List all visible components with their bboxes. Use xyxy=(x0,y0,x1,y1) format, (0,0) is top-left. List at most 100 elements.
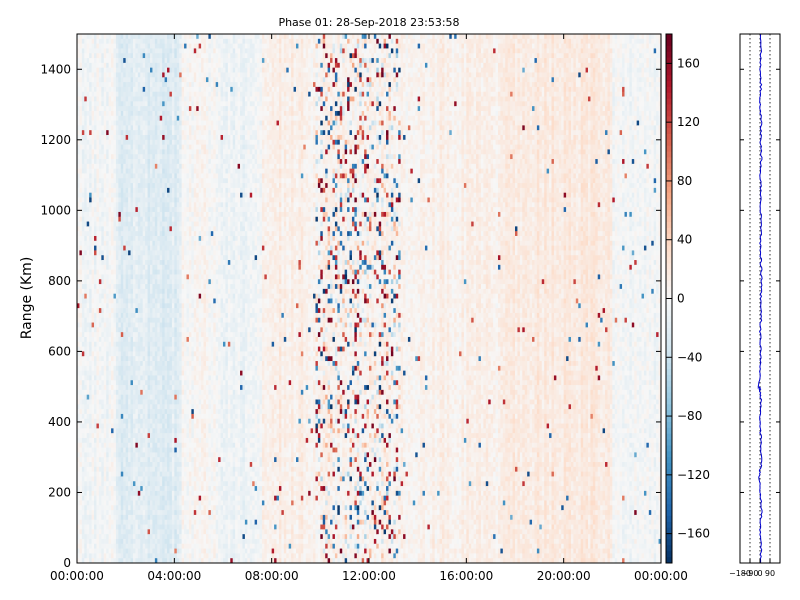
heatmap-cell xyxy=(167,250,170,255)
heatmap-cell xyxy=(79,231,82,236)
heatmap-cell xyxy=(116,399,119,404)
heatmap-cell xyxy=(165,106,168,111)
heatmap-cell xyxy=(126,337,129,342)
heatmap-cell xyxy=(138,534,141,539)
heatmap-cell xyxy=(126,111,129,116)
heatmap-cell xyxy=(143,101,146,106)
heatmap-cell xyxy=(165,173,168,178)
heatmap-cell xyxy=(133,428,136,433)
heatmap-cell xyxy=(152,327,155,332)
heatmap-cell xyxy=(148,207,151,212)
heatmap-cell xyxy=(143,491,146,496)
heatmap-cell xyxy=(114,505,117,510)
heatmap-cell xyxy=(157,299,160,304)
heatmap-cell xyxy=(84,222,87,227)
heatmap-cell xyxy=(133,207,136,212)
heatmap-cell xyxy=(135,135,138,140)
heatmap-cell xyxy=(87,356,90,361)
heatmap-cell xyxy=(96,217,99,222)
heatmap-cell xyxy=(167,212,170,217)
heatmap-cell xyxy=(123,356,126,361)
heatmap-cell xyxy=(128,525,131,530)
heatmap-cell xyxy=(111,58,114,63)
heatmap-cell xyxy=(99,327,102,332)
heatmap-cell xyxy=(89,39,92,44)
heatmap-cell xyxy=(179,361,182,366)
heatmap-cell xyxy=(84,361,87,366)
heatmap-cell xyxy=(165,409,168,414)
heatmap-cell xyxy=(140,173,143,178)
heatmap-cell xyxy=(114,525,117,530)
heatmap-cell xyxy=(145,250,148,255)
heatmap-cell xyxy=(155,428,158,433)
heatmap-cell xyxy=(118,58,121,63)
heatmap-cell xyxy=(87,97,90,102)
heatmap-cell xyxy=(106,428,109,433)
heatmap-cell xyxy=(140,260,143,265)
heatmap-cell xyxy=(87,255,90,260)
heatmap-cell xyxy=(135,356,138,361)
heatmap-cell xyxy=(106,82,109,87)
heatmap-cell xyxy=(89,135,92,140)
heatmap-cell xyxy=(126,130,129,135)
heatmap-cell xyxy=(169,371,172,376)
heatmap-cell xyxy=(118,72,121,77)
heatmap-cell xyxy=(167,116,170,121)
heatmap-cell xyxy=(177,53,180,58)
heatmap-cell xyxy=(82,414,85,419)
heatmap-cell xyxy=(128,226,131,231)
heatmap-cell xyxy=(162,193,165,198)
heatmap-cell xyxy=(145,111,148,116)
heatmap-cell xyxy=(135,323,138,328)
heatmap-cell xyxy=(126,173,129,178)
heatmap-cell xyxy=(126,53,129,58)
heatmap-cell xyxy=(145,101,148,106)
heatmap-cell xyxy=(104,294,107,299)
heatmap-cell xyxy=(143,198,146,203)
heatmap-cell xyxy=(152,318,155,323)
heatmap-cell xyxy=(109,399,112,404)
heatmap-cell xyxy=(106,63,109,68)
heatmap-cell xyxy=(109,270,112,275)
heatmap-cell xyxy=(131,164,134,169)
heatmap-cell xyxy=(101,347,104,352)
heatmap-cell xyxy=(104,111,107,116)
heatmap-cell xyxy=(133,491,136,496)
heatmap-cell xyxy=(148,337,151,342)
heatmap-cell xyxy=(92,342,95,347)
heatmap-cell xyxy=(143,515,146,520)
heatmap-cell xyxy=(160,202,163,207)
heatmap-cell xyxy=(152,443,155,448)
heatmap-cell xyxy=(172,53,175,58)
heatmap-cell xyxy=(184,515,187,520)
heatmap-cell xyxy=(150,284,153,289)
heatmap-cell xyxy=(104,520,107,525)
heatmap-cell xyxy=(184,169,187,174)
heatmap-cell xyxy=(106,236,109,241)
heatmap-cell xyxy=(182,476,185,481)
heatmap-cell xyxy=(121,544,124,549)
heatmap-cell xyxy=(177,246,180,251)
heatmap-cell xyxy=(106,68,109,73)
heatmap-cell xyxy=(160,472,163,477)
heatmap-cell xyxy=(152,409,155,414)
heatmap-cell xyxy=(106,448,109,453)
heatmap-cell xyxy=(169,433,172,438)
heatmap-cell xyxy=(162,154,165,159)
heatmap-cell xyxy=(89,44,92,49)
heatmap-cell xyxy=(138,544,141,549)
heatmap-cell xyxy=(148,250,151,255)
heatmap-cell xyxy=(123,299,126,304)
heatmap-cell xyxy=(184,58,187,63)
heatmap-cell xyxy=(87,332,90,337)
heatmap-cell xyxy=(96,92,99,97)
heatmap-cell xyxy=(133,443,136,448)
heatmap-cell xyxy=(106,510,109,515)
heatmap-cell xyxy=(179,154,182,159)
heatmap-cell xyxy=(138,318,141,323)
heatmap-cell xyxy=(162,68,165,73)
heatmap-cell xyxy=(140,250,143,255)
heatmap-cell xyxy=(145,231,148,236)
heatmap-cell xyxy=(135,39,138,44)
heatmap-cell xyxy=(174,549,177,554)
